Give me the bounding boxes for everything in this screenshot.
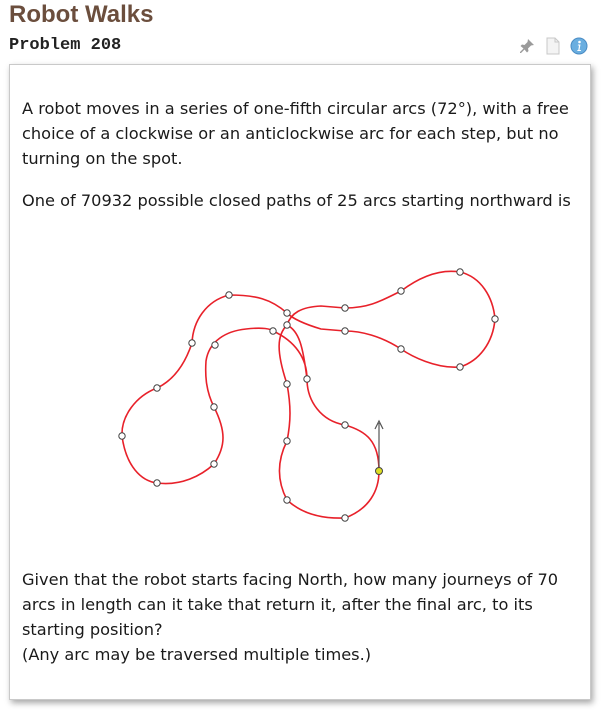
intro-paragraph: A robot moves in a series of one-fifth c… <box>22 99 569 168</box>
robot-path-figure <box>118 268 499 522</box>
example-paragraph: One of 70932 possible closed paths of 25… <box>22 191 571 210</box>
closed-path <box>121 270 496 519</box>
info-icon[interactable] <box>570 37 588 55</box>
note-paragraph: (Any arc may be traversed multiple times… <box>22 645 372 664</box>
problem-title: Robot Walks <box>9 1 154 28</box>
start-arrow <box>374 419 384 467</box>
toolbar-icons <box>518 37 588 55</box>
problem-content: A robot moves in a series of one-fifth c… <box>9 64 591 700</box>
pin-icon[interactable] <box>518 37 536 55</box>
document-icon[interactable] <box>544 37 562 55</box>
question-paragraph: Given that the robot starts facing North… <box>22 570 559 639</box>
start-point-marker <box>375 467 383 475</box>
arc-endpoints <box>118 268 499 522</box>
problem-number: Problem 208 <box>9 36 122 55</box>
